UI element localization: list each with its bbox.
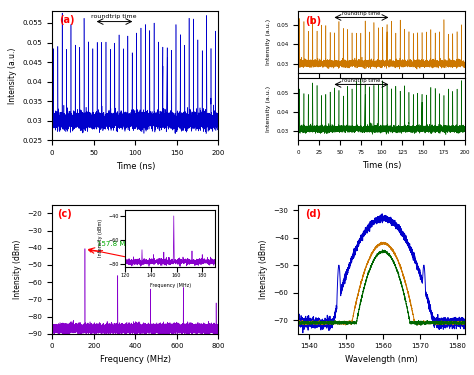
Y-axis label: Intensity (dBm): Intensity (dBm)	[13, 240, 22, 299]
Text: roundtrip time: roundtrip time	[342, 10, 381, 16]
Y-axis label: Intensity (dBm): Intensity (dBm)	[259, 240, 268, 299]
X-axis label: Time (ns): Time (ns)	[362, 160, 401, 170]
X-axis label: Time (ns): Time (ns)	[116, 162, 155, 171]
Text: roundtrip time: roundtrip time	[342, 78, 381, 82]
Text: (c): (c)	[57, 209, 72, 219]
Text: roundtrip time: roundtrip time	[91, 14, 137, 19]
Text: (b): (b)	[305, 16, 321, 26]
Y-axis label: Intensity (a.u.): Intensity (a.u.)	[8, 48, 17, 104]
Y-axis label: Intensity (a.u.): Intensity (a.u.)	[266, 86, 271, 132]
Y-axis label: Intensity (a.u.): Intensity (a.u.)	[266, 19, 271, 65]
Text: (d): (d)	[305, 209, 321, 219]
X-axis label: Frequency (MHz): Frequency (MHz)	[100, 355, 171, 364]
Text: (a): (a)	[59, 15, 74, 25]
X-axis label: Wavelength (nm): Wavelength (nm)	[345, 355, 418, 364]
Text: 157.8 MHz: 157.8 MHz	[89, 241, 134, 252]
